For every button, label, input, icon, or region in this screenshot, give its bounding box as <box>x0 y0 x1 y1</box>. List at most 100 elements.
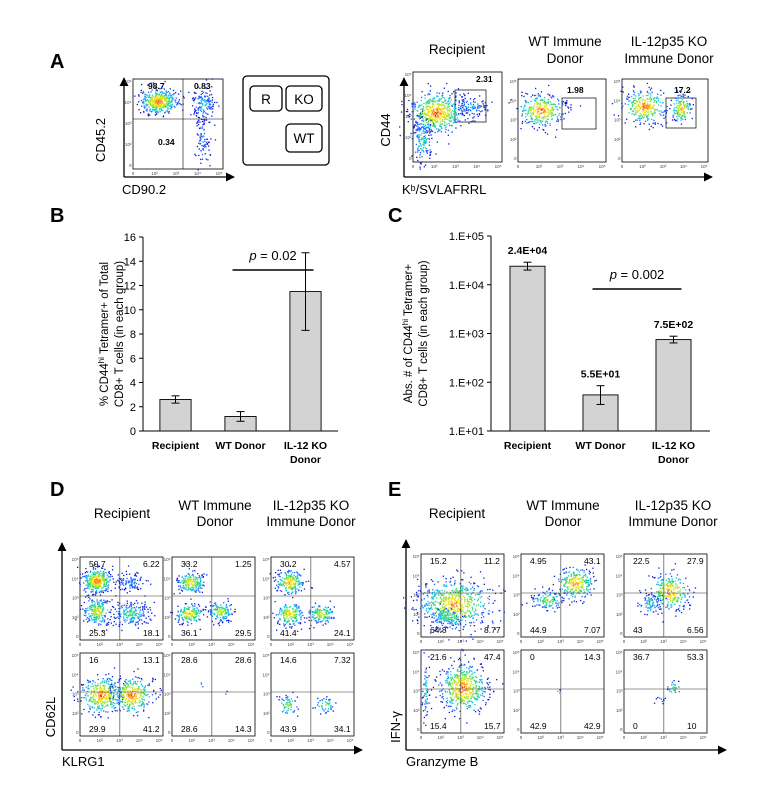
flow-tick-label: 10⁵ <box>72 653 79 658</box>
quadrant-value: 15.7 <box>484 721 501 731</box>
tetramer-title-ko-line2: Immune Donor <box>624 51 714 66</box>
flow-tick-label: 10⁵ <box>156 738 163 743</box>
y-tick-label: 6 <box>130 353 136 365</box>
cd90-axis-label: CD90.2 <box>122 182 166 197</box>
flow-plot: 15.2 11.2 64.8 8.77 10⁵ 0 10⁴ 10² 10³ 10³ 10² 10⁴ 0 1… <box>403 553 506 644</box>
quadrant-value: 14.6 <box>280 655 297 665</box>
flow-tick-label: 10⁴ <box>477 735 484 740</box>
quadrant-value: 6.22 <box>143 559 160 569</box>
bar-chart-b: 0 2 4 6 8 10 12 14 16 Recipient WT Donor IL-12 KO Do… <box>97 232 338 466</box>
flow-tick-label: 10² <box>639 164 646 169</box>
quadrant-value: 44.9 <box>530 625 547 635</box>
flow-tick-label: 10⁵ <box>495 164 502 169</box>
flow-tick-label: 10⁵ <box>164 557 171 562</box>
flow-tick-label: 10⁵ <box>164 653 171 658</box>
flow-plot: 16 13.1 29.9 41.2 10⁵ 0 10⁴ 10² 10³ 10³ 10² 10⁴ 0 10⁵ <box>70 652 164 743</box>
category-label: IL-12 KO <box>652 440 695 452</box>
quadrant-value: 53.3 <box>687 652 704 662</box>
category-label: WT Donor <box>575 440 625 452</box>
flow-tick-label: 10² <box>405 135 412 140</box>
quadrant-value: 7.07 <box>584 625 601 635</box>
flow-tick-label: 10⁵ <box>263 557 270 562</box>
flow-tick-label: 10³ <box>208 738 215 743</box>
flow-tick-label: 10² <box>536 164 543 169</box>
flow-tick-label: 10² <box>263 711 270 716</box>
flow-plot: 30.2 4.57 41.4 24.1 10⁵ 0 10⁴ 10² 10³ 10³ 10² 10⁴ 0 1… <box>263 556 355 647</box>
quadrant-value: 43 <box>633 625 643 635</box>
flow-plot: 0 14.3 42.9 42.9 10⁵ 0 10⁴ 10² 10³ 10³ 10² 10⁴ 0 10⁵ <box>513 649 605 740</box>
quadrant-value: 50.7 <box>89 559 106 569</box>
y-axis-label: % CD44hi Tetramer+ of Total <box>97 262 111 406</box>
granzyme-axis-label: Granzyme B <box>406 754 478 769</box>
quadrant-value: 0.34 <box>158 137 175 147</box>
flow-tick-label: 10³ <box>660 639 667 644</box>
flow-tick-label: 10² <box>164 711 171 716</box>
flow-tick-label: 10² <box>188 738 195 743</box>
flow-tick-label: 0 <box>132 171 135 176</box>
flow-tick-label: 0 <box>517 164 520 169</box>
y-tick-label: 1.E+01 <box>449 426 484 438</box>
schematic-recipient-label: R <box>261 92 271 107</box>
tetramer-plot-wt: 1.98 10⁵ 0 10⁴ 10² 10³ 10³ 10² 10⁴ 0 10⁵ <box>508 78 607 169</box>
flow-tick-label: 10⁴ <box>614 98 621 103</box>
quadrant-value: 18.1 <box>143 628 160 638</box>
flow-tick-label: 10³ <box>307 738 314 743</box>
panel-d-title-ko: IL-12p35 KO <box>273 498 350 513</box>
flow-tick-label: 10² <box>537 639 544 644</box>
quadrant-value: 4.95 <box>530 556 547 566</box>
flow-tick-label: 10³ <box>263 596 270 601</box>
flow-tick-label: 10² <box>164 615 171 620</box>
flow-tick-label: 0 <box>171 642 174 647</box>
flow-tick-label: 10² <box>413 612 420 617</box>
quadrant-value: 29.5 <box>235 628 252 638</box>
quadrant-value: 14.3 <box>584 652 601 662</box>
flow-tick-label: 10² <box>510 137 517 142</box>
flow-tick-label: 10² <box>287 738 294 743</box>
quadrant-value: 98.7 <box>148 81 165 91</box>
tetramer-plot-recipient: 2.31 10⁵ 0 10⁴ 10² 10³ 10³ 10² 10⁴ 0 10⁵ <box>399 71 503 170</box>
flow-tick-label: 10³ <box>72 692 79 697</box>
flow-tick-label: 10² <box>437 735 444 740</box>
quadrant-value: 13.1 <box>143 655 160 665</box>
panel-d: Recipient WT Immune Donor IL-12p35 KO Im… <box>43 498 363 769</box>
quadrant-value: 41.2 <box>143 724 160 734</box>
cd44-axis-label: CD44 <box>378 113 393 146</box>
flow-tick-label: 10⁵ <box>405 72 412 77</box>
flow-tick-label: 10⁴ <box>680 164 687 169</box>
quadrant-value: 15.2 <box>430 556 447 566</box>
flow-tick-label: 0 <box>620 631 623 636</box>
klrg1-axis-label: KLRG1 <box>62 754 105 769</box>
y-tick-label: 1.E+05 <box>449 231 484 243</box>
flow-tick-label: 10² <box>72 711 79 716</box>
quadrant-value: 28.6 <box>235 655 252 665</box>
ifng-axis-label: IFN-γ <box>388 711 403 743</box>
tetramer-title-wt-line2: Donor <box>547 51 584 66</box>
flow-plot: 28.6 28.6 28.6 14.3 10⁵ 0 10⁴ 10² 10³ 10³ 10² 10⁴ 0 1… <box>164 652 256 743</box>
flow-tick-label: 10⁴ <box>616 573 623 578</box>
panel-e-title-recipient: Recipient <box>429 506 486 521</box>
panel-label-a: A <box>50 51 64 73</box>
flow-tick-label: 0 <box>621 164 624 169</box>
flow-tick-label: 0 <box>412 164 415 169</box>
flow-tick-label: 10³ <box>125 121 132 126</box>
flow-tick-label: 10⁴ <box>616 669 623 674</box>
flow-tick-label: 0 <box>409 156 412 161</box>
flow-tick-label: 10² <box>431 164 438 169</box>
y-tick-label: 1.E+02 <box>449 377 484 389</box>
flow-tick-label: 10⁵ <box>248 642 255 647</box>
flow-tick-label: 10² <box>513 612 520 617</box>
flow-tick-label: 10⁴ <box>680 735 687 740</box>
flow-tick-label: 10⁵ <box>216 171 223 176</box>
quadrant-value: 1.25 <box>235 559 252 569</box>
flow-tick-label: 0 <box>420 639 423 644</box>
flow-tick-label: 10⁵ <box>513 554 520 559</box>
flow-tick-label: 0 <box>76 730 79 735</box>
donor-schematic: R KO WT <box>242 75 330 166</box>
flow-tick-label: 10⁴ <box>263 576 270 581</box>
panel-e: Recipient WT Immune Donor IL-12p35 KO Im… <box>388 498 727 769</box>
y-axis-label-line2: CD8+ T cells (in each group) <box>114 261 126 407</box>
flow-tick-label: 10³ <box>413 689 420 694</box>
quadrant-value: 27.9 <box>687 556 704 566</box>
flow-tick-label: 10³ <box>208 642 215 647</box>
